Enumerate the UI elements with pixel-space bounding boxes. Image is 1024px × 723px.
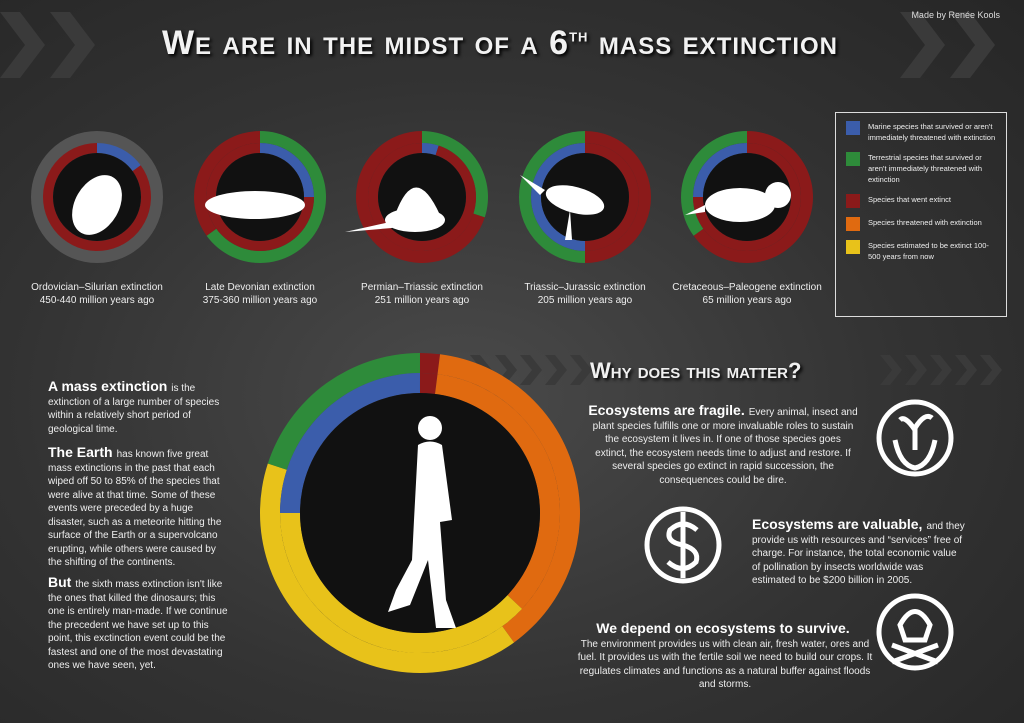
legend-label: Terrestrial species that survived or are… bbox=[868, 153, 982, 184]
ring-segment bbox=[280, 373, 420, 513]
intro-2: The Earth has known five great mass extin… bbox=[48, 444, 228, 570]
legend-swatch bbox=[846, 152, 860, 166]
ring-segment bbox=[259, 463, 515, 674]
legend-label: Species threatened with extinction bbox=[868, 218, 982, 227]
ring-segment bbox=[585, 131, 651, 263]
heading: A mass extinction bbox=[48, 378, 168, 394]
ring-segment bbox=[194, 131, 260, 236]
ring-segment bbox=[422, 131, 488, 218]
ring-segment bbox=[437, 354, 581, 643]
heading: The Earth bbox=[48, 444, 113, 460]
chevrons bbox=[0, 12, 1002, 385]
legend-item: Species that went extinct bbox=[846, 194, 996, 208]
legend-item: Terrestrial species that survived or are… bbox=[846, 152, 996, 185]
extinction-label: Triassic–Jurassic extinction 205 million … bbox=[505, 281, 665, 307]
legend-item: Species estimated to be extinct 100-500 … bbox=[846, 240, 996, 262]
why-1: Ecosystems are fragile. Every animal, ins… bbox=[588, 402, 858, 487]
extinction-label: Permian–Triassic extinction 251 million y… bbox=[342, 281, 502, 307]
text: and they provide us with resources and “… bbox=[752, 521, 965, 586]
text: Every animal, insect and plant species f… bbox=[592, 407, 858, 486]
legend-label: Species estimated to be extinct 100-500 … bbox=[868, 241, 989, 261]
title-sup: th bbox=[569, 25, 589, 46]
heading: But bbox=[48, 574, 72, 590]
ring-segment bbox=[280, 513, 523, 654]
extinction-label: Ordovician–Silurian extinction 450-440 mi… bbox=[17, 281, 177, 307]
why-2: Ecosystems are valuable, and they provide… bbox=[752, 516, 967, 588]
extinction-label: Cretaceous–Paleogene extinction 65 millio… bbox=[667, 281, 827, 307]
legend-label: Species that went extinct bbox=[868, 195, 951, 204]
legend-item: Species threatened with extinction bbox=[846, 217, 996, 231]
ring-segment bbox=[260, 143, 314, 197]
why-title: Why does this matter? bbox=[590, 358, 802, 383]
heading: Ecosystems are valuable, bbox=[752, 516, 923, 532]
extinction-name: Permian–Triassic extinction bbox=[361, 282, 483, 293]
ring-segment bbox=[422, 143, 439, 156]
legend-swatch bbox=[846, 194, 860, 208]
extinction-name: Cretaceous–Paleogene extinction bbox=[672, 282, 822, 293]
text: is the extinction of a large number of s… bbox=[48, 383, 220, 435]
intro-1: A mass extinction is the extinction of a … bbox=[48, 378, 228, 436]
title: We are in the midst of a 6th mass extinc… bbox=[0, 24, 1000, 63]
icons bbox=[644, 399, 954, 671]
heading: Ecosystems are fragile. bbox=[588, 402, 745, 418]
ring-segment bbox=[693, 143, 747, 197]
extinction-name: Ordovician–Silurian extinction bbox=[31, 282, 163, 293]
extinction-age: 65 million years ago bbox=[702, 295, 792, 306]
ring-segment bbox=[585, 143, 639, 251]
ring-segment bbox=[530, 143, 585, 251]
ring-segment bbox=[681, 131, 747, 236]
title-rest: mass extinction bbox=[598, 24, 839, 62]
text: has known five great mass extinctions in… bbox=[48, 449, 222, 568]
credit: Made by Renée Kools bbox=[911, 10, 1000, 20]
text: The environment provides us with clean a… bbox=[577, 638, 873, 691]
intro-3: But the sixth mass extinction isn't like … bbox=[48, 574, 228, 673]
legend-label: Marine species that survived or aren't i… bbox=[868, 122, 996, 142]
legend-swatch bbox=[846, 121, 860, 135]
ring-segment bbox=[518, 131, 585, 263]
extinction-name: Triassic–Jurassic extinction bbox=[524, 282, 646, 293]
extinction-name: Late Devonian extinction bbox=[205, 282, 315, 293]
title-main: We are in the midst of a 6 bbox=[161, 24, 570, 62]
ring-segment bbox=[97, 143, 141, 172]
silhouettes bbox=[72, 175, 791, 628]
extinction-label: Late Devonian extinction 375-360 million … bbox=[180, 281, 340, 307]
why-3: We depend on ecosystems to survive. The e… bbox=[575, 620, 875, 692]
text: the sixth mass extinction isn't like the… bbox=[48, 579, 228, 671]
legend-swatch bbox=[846, 217, 860, 231]
ring-segment bbox=[420, 373, 438, 394]
ring-segment bbox=[435, 374, 560, 609]
legend-swatch bbox=[846, 240, 860, 254]
extinction-age: 450-440 million years ago bbox=[39, 295, 155, 306]
legend: Marine species that survived or aren't i… bbox=[835, 112, 1007, 317]
extinction-age: 375-360 million years ago bbox=[202, 295, 318, 306]
ring-segment bbox=[420, 353, 441, 375]
ring-segment bbox=[267, 353, 420, 470]
extinction-age: 205 million years ago bbox=[537, 295, 633, 306]
legend-item: Marine species that survived or aren't i… bbox=[846, 121, 996, 143]
heading: We depend on ecosystems to survive. bbox=[596, 620, 850, 636]
extinction-age: 251 million years ago bbox=[374, 295, 470, 306]
